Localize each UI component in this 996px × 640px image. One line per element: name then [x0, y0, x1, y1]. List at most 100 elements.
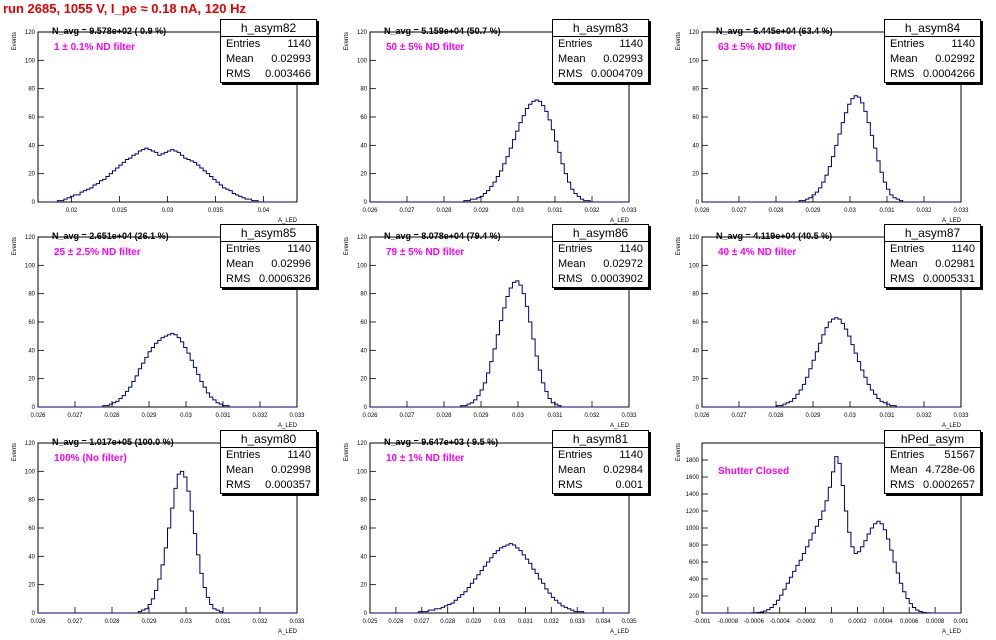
- histogram-plot: 0.026 0.027 0.028 0.029 0.03 0.031 0.032 0.033 0…: [344, 235, 637, 429]
- x-tick-label: 0.029: [141, 619, 157, 625]
- stats-mean-label: Mean: [890, 53, 918, 65]
- y-tick-label: 40: [28, 554, 35, 560]
- histogram-panel-h_asym85: 0.026 0.027 0.028 0.029 0.03 0.031 0.032 0.033 0…: [0, 224, 332, 434]
- histogram-panel-h_asym82: 0.02 0.025 0.03 0.035 0.04 0 20 40 60 80 100 120 Eve…: [0, 19, 332, 229]
- stats-title: h_asym83: [553, 20, 648, 37]
- stats-rms-value: 0.000357: [265, 479, 311, 491]
- y-axis-title: Events: [12, 443, 18, 461]
- y-tick-label: 20: [692, 377, 699, 383]
- x-axis-title: A_LED: [278, 218, 298, 224]
- stats-title: h_asym80: [221, 431, 316, 448]
- x-tick-label: 0.028: [768, 413, 784, 419]
- stats-entries-label: Entries: [226, 243, 261, 255]
- stats-rms-label: RMS: [226, 479, 251, 491]
- x-tick-label: 0.031: [215, 413, 231, 419]
- navg-annotation: N_avg = 1.017e+05 (100.0 %): [52, 437, 174, 447]
- stats-entries-label: Entries: [890, 38, 925, 50]
- y-tick-label: 20: [360, 583, 367, 589]
- y-tick-label: 80: [28, 292, 35, 298]
- stats-entries-value: 1140: [951, 243, 975, 255]
- y-tick-label: 0: [696, 405, 700, 411]
- stats-entries-row: Entries 51567: [885, 448, 980, 463]
- y-axis-title: Events: [12, 237, 18, 255]
- y-tick-label: 0: [32, 405, 36, 411]
- stats-box: h_asym87 Entries 1140 Mean 0.02981 RMS 0.00053…: [884, 224, 981, 288]
- x-axis-title: A_LED: [942, 629, 962, 635]
- stats-mean-label: Mean: [226, 258, 254, 270]
- stats-mean-value: 0.02993: [271, 53, 311, 65]
- histogram-line: [702, 95, 961, 203]
- y-tick-label: 80: [28, 87, 35, 93]
- stats-rms-value: 0.001: [615, 479, 643, 491]
- navg-annotation: N_avg = 2.651e+04 (26.1 %): [52, 231, 169, 241]
- histogram-panel-h_asym81: 0.025 0.026 0.027 0.028 0.029 0.03 0.031 0.032 0…: [332, 430, 664, 640]
- y-tick-label: 80: [28, 498, 35, 504]
- x-tick-label: 0.027: [67, 413, 83, 419]
- y-tick-label: 40: [692, 143, 699, 149]
- y-tick-label: 60: [28, 526, 35, 532]
- navg-annotation: N_avg = 4.119e+04 (40.5 %): [716, 231, 833, 241]
- y-tick-label: 20: [28, 377, 35, 383]
- x-tick-label: 0.03: [180, 413, 192, 419]
- stats-mean-label: Mean: [226, 53, 254, 65]
- x-tick-label: 0.032: [584, 413, 600, 419]
- x-tick-label: 0.026: [388, 619, 404, 625]
- x-tick-label: 0.028: [436, 413, 452, 419]
- x-tick-label: 0.029: [805, 413, 821, 419]
- y-tick-label: 0: [364, 611, 368, 617]
- x-tick-label: 0.032: [584, 208, 600, 214]
- x-tick-label: 0.025: [362, 619, 378, 625]
- x-tick-label: 0.032: [252, 619, 268, 625]
- histogram-plot: 0.02 0.025 0.03 0.035 0.04 0 20 40 60 80 100 120 Eve…: [12, 30, 298, 224]
- stats-mean-value: 0.02981: [935, 258, 975, 270]
- histogram-panel-h_asym83: 0.026 0.027 0.028 0.029 0.03 0.031 0.032 0.033 0…: [332, 19, 664, 229]
- histogram-panel-h_asym87: 0.026 0.027 0.028 0.029 0.03 0.031 0.032 0.033 0…: [664, 224, 996, 434]
- y-tick-label: 120: [357, 235, 368, 241]
- stats-box: h_asym85 Entries 1140 Mean 0.02996 RMS 0.00063…: [220, 224, 317, 288]
- y-tick-label: 60: [692, 320, 699, 326]
- x-tick-label: 0.027: [414, 619, 430, 625]
- x-tick-label: 0.03: [162, 208, 174, 214]
- x-tick-label: 0.0008: [926, 619, 945, 625]
- x-tick-label: -0.0008: [718, 619, 739, 625]
- y-tick-label: 120: [689, 235, 700, 241]
- y-tick-label: 40: [28, 143, 35, 149]
- x-tick-label: 0.031: [215, 619, 231, 625]
- stats-mean-row: Mean 0.02972: [553, 257, 648, 272]
- stats-rms-row: RMS 0.0002657: [885, 478, 980, 493]
- stats-mean-value: 0.02984: [603, 464, 643, 476]
- x-tick-label: 0.033: [621, 413, 637, 419]
- y-tick-label: 100: [25, 263, 36, 269]
- x-tick-label: 0.027: [399, 208, 415, 214]
- x-tick-label: 0.028: [440, 619, 456, 625]
- filter-annotation: 10 ± 1% ND filter: [386, 453, 465, 464]
- y-tick-label: 1000: [686, 526, 700, 532]
- x-tick-label: 0.02: [66, 208, 78, 214]
- stats-mean-row: Mean 0.02998: [221, 463, 316, 478]
- y-axis-title: Events: [676, 443, 682, 461]
- stats-entries-row: Entries 1140: [221, 37, 316, 52]
- stats-mean-value: 0.02993: [603, 53, 643, 65]
- y-tick-label: 120: [689, 30, 700, 36]
- y-tick-label: 100: [689, 58, 700, 64]
- navg-annotation: N_avg = 5.159e+04 (50.7 %): [384, 26, 501, 36]
- stats-entries-row: Entries 1140: [221, 448, 316, 463]
- y-tick-label: 60: [692, 115, 699, 121]
- x-tick-label: 0.0004: [874, 619, 893, 625]
- navg-annotation: N_avg = 9.647e+03 ( 9.5 %): [384, 437, 499, 447]
- stats-rms-row: RMS 0.0004709: [553, 67, 648, 82]
- stats-mean-row: Mean 0.02996: [221, 257, 316, 272]
- x-tick-label: 0.026: [362, 208, 378, 214]
- stats-title: h_asym87: [885, 225, 980, 242]
- stats-entries-value: 1140: [287, 449, 311, 461]
- x-tick-label: 0.026: [694, 413, 710, 419]
- stats-mean-label: Mean: [558, 464, 586, 476]
- x-axis-title: A_LED: [278, 423, 298, 429]
- filter-annotation: 79 ± 5% ND filter: [386, 247, 465, 258]
- filter-annotation: 63 ± 5% ND filter: [718, 42, 797, 53]
- y-tick-label: 100: [357, 469, 368, 475]
- x-tick-label: 0.035: [208, 208, 224, 214]
- page-title: run 2685, 1055 V, I_pe ≈ 0.18 nA, 120 Hz: [3, 1, 246, 16]
- stats-rms-value: 0.0005331: [923, 273, 975, 285]
- y-tick-label: 20: [360, 172, 367, 178]
